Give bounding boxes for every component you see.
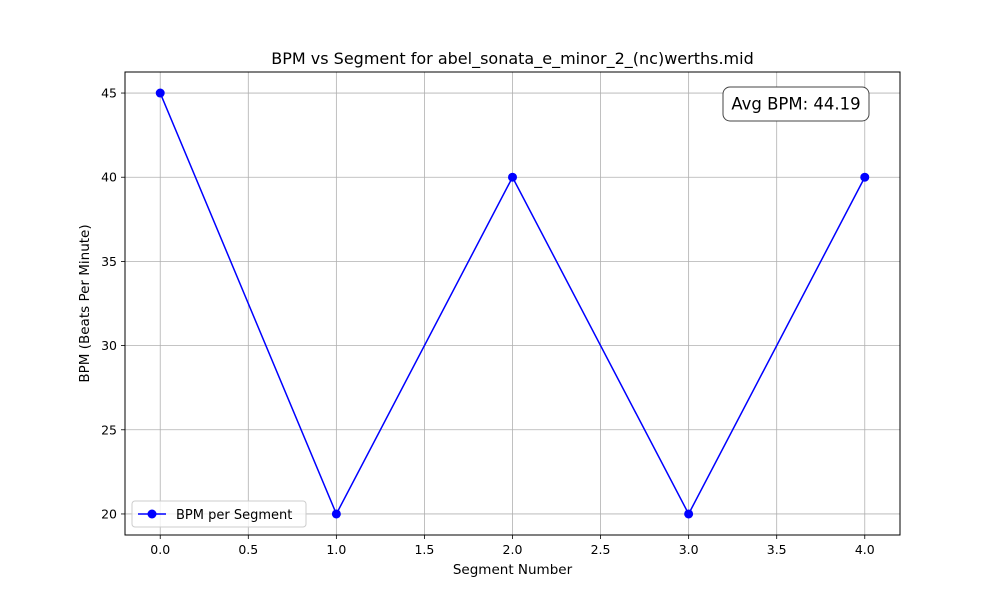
y-tick-label: 35 bbox=[101, 254, 117, 269]
x-tick-label: 2.0 bbox=[503, 542, 523, 557]
x-tick-label: 3.5 bbox=[767, 542, 787, 557]
data-point bbox=[684, 509, 694, 519]
x-tick-label: 0.5 bbox=[238, 542, 258, 557]
x-axis-label: Segment Number bbox=[453, 562, 573, 578]
legend-marker-swatch bbox=[147, 509, 157, 519]
x-tick-label: 1.5 bbox=[414, 542, 434, 557]
y-axis-label: BPM (Beats Per Minute) bbox=[77, 224, 93, 382]
data-point bbox=[508, 172, 517, 182]
data-point bbox=[155, 88, 165, 98]
grid bbox=[125, 72, 900, 535]
avg-bpm-annotation: Avg BPM: 44.19 bbox=[722, 86, 870, 122]
annotation-text: Avg BPM: 44.19 bbox=[731, 95, 860, 114]
x-tick-label: 4.0 bbox=[855, 542, 875, 557]
y-tick-label: 40 bbox=[101, 170, 117, 185]
x-tick-label: 2.5 bbox=[591, 542, 611, 557]
legend-box bbox=[131, 500, 307, 528]
chart-title: BPM vs Segment for abel_sonata_e_minor_2… bbox=[271, 49, 754, 69]
x-tick-label: 1.0 bbox=[326, 542, 346, 557]
x-tick-label: 0.0 bbox=[150, 542, 170, 557]
y-tick-label: 45 bbox=[101, 86, 117, 101]
x-tick-label: 3.0 bbox=[679, 542, 699, 557]
data-point bbox=[331, 509, 341, 519]
plot-data bbox=[155, 88, 870, 519]
legend: BPM per Segment bbox=[131, 500, 307, 528]
data-point bbox=[860, 172, 870, 182]
y-tick-label: 30 bbox=[101, 338, 117, 353]
legend-label: BPM per Segment bbox=[176, 508, 292, 523]
y-tick-label: 20 bbox=[101, 506, 117, 521]
y-tick-label: 25 bbox=[101, 422, 117, 437]
axis-ticks: 0.0 0.5 1.0 1.5 2.0 2.5 3.0 3.5 4.0 20 25 30 35 40 45 bbox=[101, 86, 875, 557]
annotation-box bbox=[722, 86, 870, 122]
